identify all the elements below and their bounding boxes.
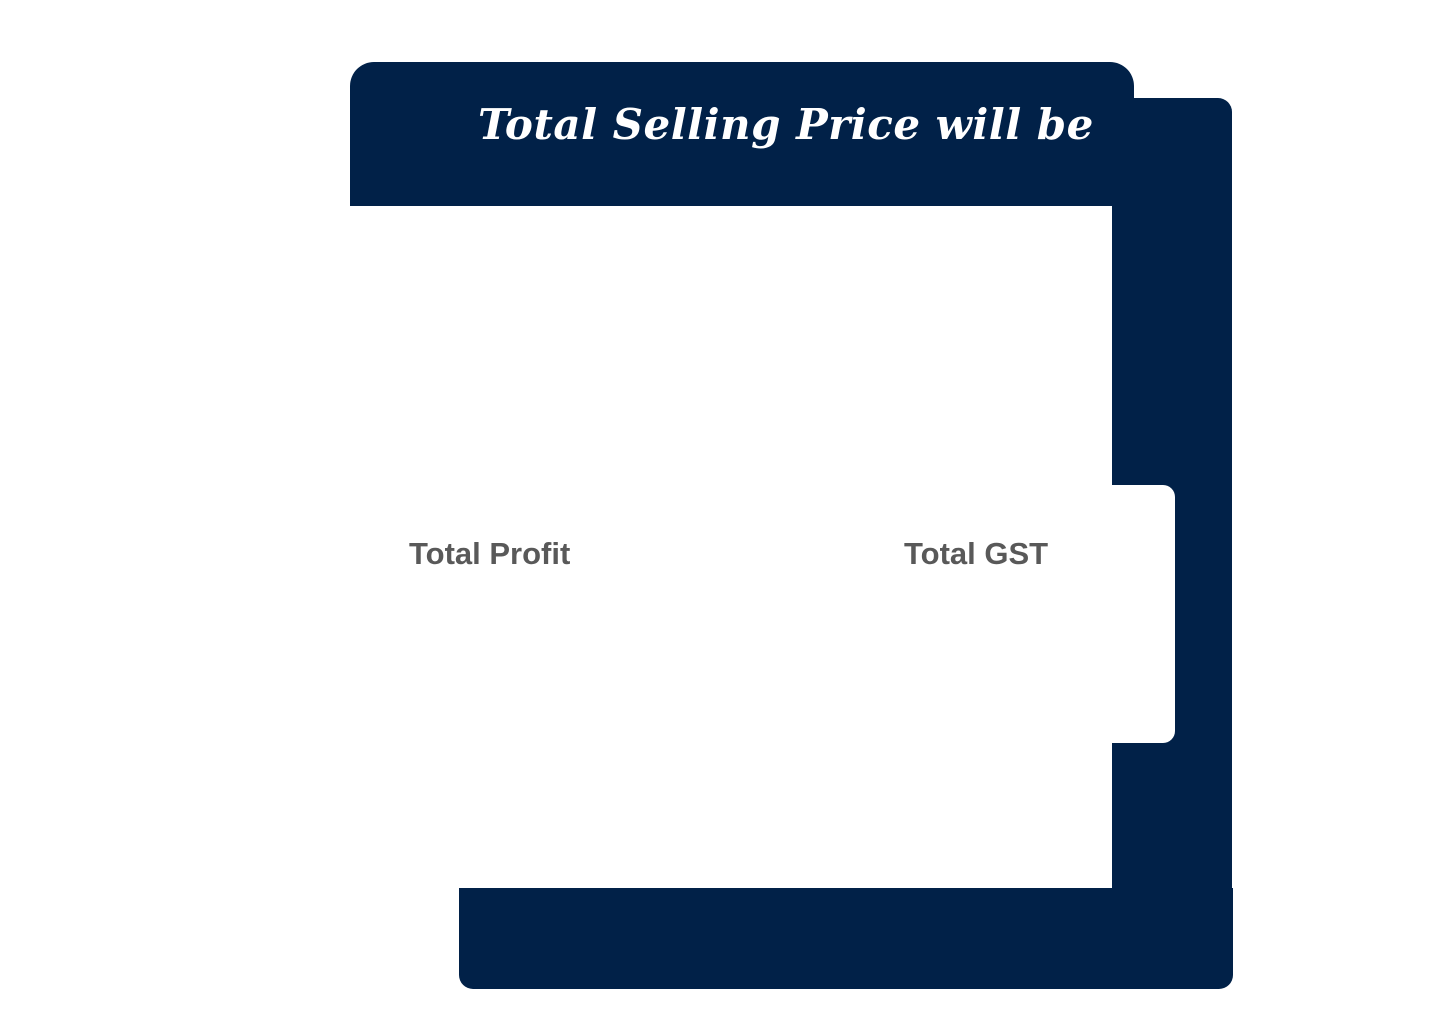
total-profit-label: Total Profit bbox=[409, 536, 571, 571]
card-footer bbox=[459, 888, 1233, 989]
card-header: Total Selling Price will be bbox=[350, 62, 1134, 206]
card-body: Total Profit Total GST bbox=[350, 206, 1112, 888]
card-side-tab bbox=[1100, 485, 1175, 743]
total-gst-label: Total GST bbox=[904, 536, 1049, 571]
page-title: Total Selling Price will be bbox=[478, 100, 1094, 149]
